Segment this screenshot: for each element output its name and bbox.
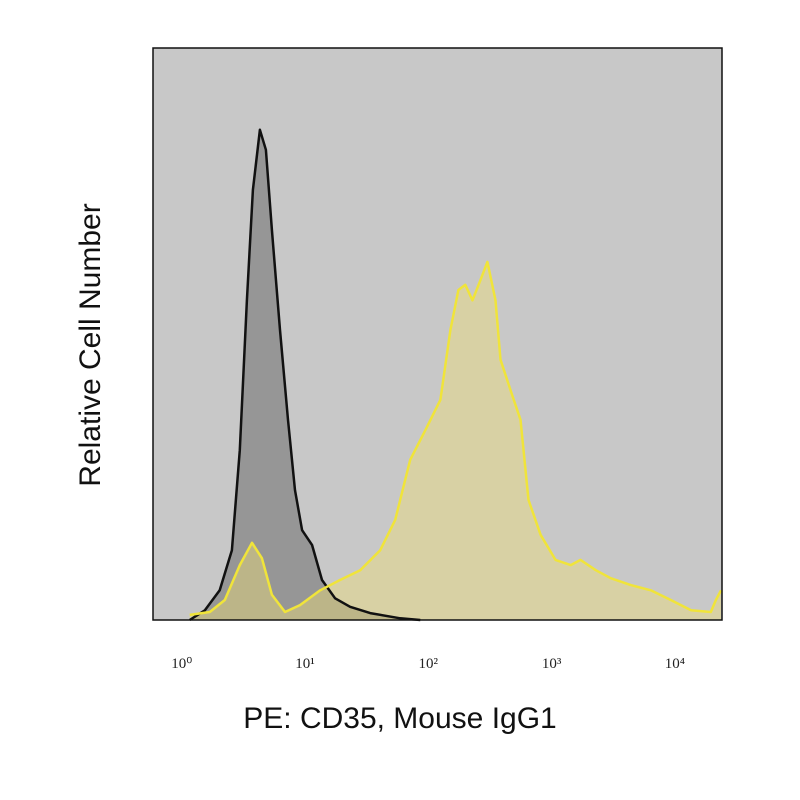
x-tick-label: 10² xyxy=(419,656,439,672)
line xyxy=(189,260,723,617)
area xyxy=(189,129,421,621)
x-tick-label: 10¹ xyxy=(295,656,315,672)
area xyxy=(189,261,721,620)
y-axis-label: Relative Cell Number xyxy=(74,203,107,486)
x-tick-label: 10³ xyxy=(542,656,562,672)
line xyxy=(189,128,421,622)
x-tick-label: 10⁴ xyxy=(665,656,685,672)
x-tick-label: 10⁰ xyxy=(171,656,192,672)
plot-frame xyxy=(152,47,723,621)
x-axis-label: PE: CD35, Mouse IgG1 xyxy=(243,702,556,735)
